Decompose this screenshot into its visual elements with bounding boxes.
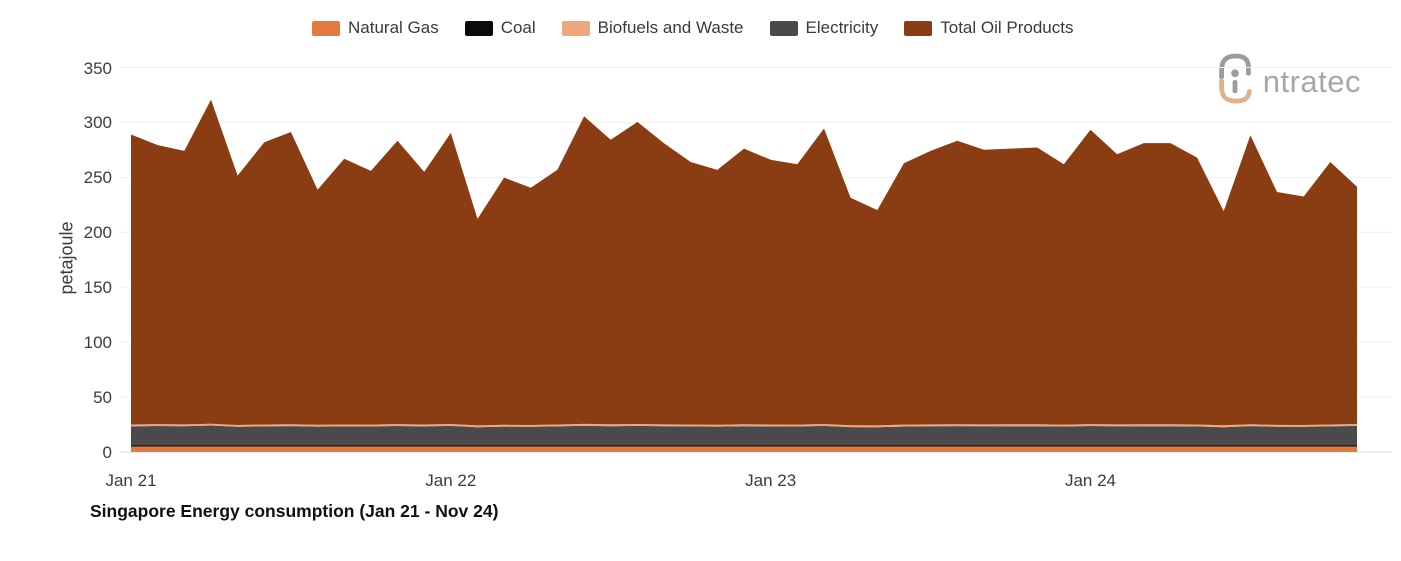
legend-swatch-icon — [464, 20, 493, 36]
legend-item-electricity[interactable]: Electricity — [769, 18, 879, 38]
y-tick-label-100: 100 — [83, 333, 112, 353]
intratec-logo-icon — [1218, 53, 1252, 104]
logo-bottom-arc — [1218, 78, 1252, 104]
y-tick-label-250: 250 — [83, 168, 112, 188]
chart-title: Singapore Energy consumption (Jan 21 - N… — [90, 501, 499, 521]
legend-label: Biofuels and Waste — [597, 18, 744, 37]
y-tick-label-50: 50 — [93, 388, 112, 408]
legend-swatch-icon — [561, 20, 590, 36]
legend-item-natural-gas[interactable]: Natural Gas — [312, 18, 439, 38]
x-tick-label-jan-21: Jan 21 — [105, 471, 157, 490]
y-tick-label-350: 350 — [83, 58, 112, 78]
logo-i-dot — [1230, 69, 1239, 78]
logo-text: ntratec — [1262, 64, 1361, 99]
area-series-coal — [131, 445, 1357, 447]
legend-label: Total Oil Products — [940, 18, 1074, 37]
x-tick-label-jan-23: Jan 23 — [745, 471, 797, 490]
legend-item-total-oil-products[interactable]: Total Oil Products — [904, 18, 1073, 38]
legend-item-biofuels-and-waste[interactable]: Biofuels and Waste — [561, 18, 744, 38]
area-series-electricity — [131, 425, 1357, 446]
y-tick-label-300: 300 — [83, 113, 112, 133]
legend-swatch-icon — [312, 20, 340, 36]
y-tick-label-150: 150 — [83, 278, 112, 298]
legend-swatch-icon — [904, 20, 933, 36]
area-series-natural-gas — [131, 446, 1357, 452]
intratec-logo: ntratec — [1212, 52, 1361, 106]
legend-label: Electricity — [805, 18, 879, 37]
logo-top-arc — [1218, 53, 1251, 80]
legend-label: Natural Gas — [348, 18, 439, 37]
legend-swatch-icon — [769, 20, 798, 36]
chart-legend: Natural Gas Coal Biofuels and Waste Electri… — [312, 18, 1073, 38]
area-series-total-oil-products — [131, 99, 1357, 426]
logo-i-stem — [1232, 79, 1238, 94]
x-tick-label-jan-24: Jan 24 — [1064, 471, 1116, 490]
area-series-biofuels-and-waste — [131, 423, 1357, 428]
y-tick-label-0: 0 — [102, 443, 112, 462]
x-tick-label-jan-22: Jan 22 — [425, 471, 477, 490]
y-tick-label-200: 200 — [83, 223, 112, 243]
legend-item-coal[interactable]: Coal — [464, 18, 536, 38]
legend-label: Coal — [500, 18, 536, 37]
